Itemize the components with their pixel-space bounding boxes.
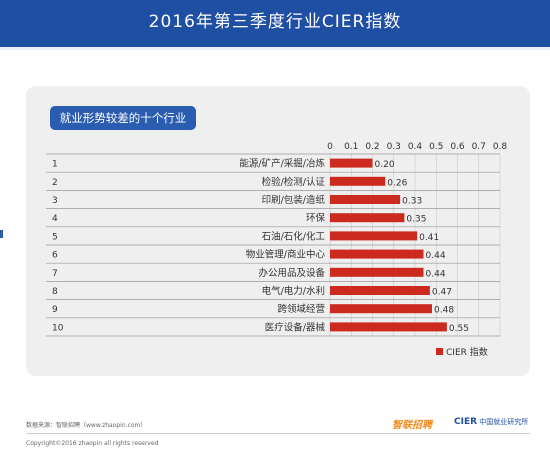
page-title: 2016年第三季度行业CIER指数	[148, 12, 402, 32]
rank-label: 3	[52, 196, 58, 206]
cier-logo-text: 中国就业研究所	[479, 418, 529, 426]
cier-logo-mark: CIER	[454, 417, 478, 427]
rank-label: 4	[52, 214, 58, 224]
rank-label: 5	[52, 232, 58, 242]
edge-marker	[0, 230, 3, 238]
category-label: 医疗设备/器械	[265, 321, 326, 333]
rank-label: 8	[52, 287, 58, 297]
header-bar: 2016年第三季度行业CIER指数	[0, 0, 550, 50]
bar	[330, 176, 386, 186]
x-tick-label: 0.3	[387, 142, 401, 152]
data-source: 数据来源：智联招聘（www.zhaopin.com）	[26, 422, 147, 429]
category-label: 办公用品及设备	[258, 267, 325, 279]
x-tick-label: 0.4	[408, 142, 423, 152]
x-tick-label: 0.8	[493, 142, 508, 152]
copyright: Copyright©2016 zhaopin all rights reserv…	[26, 440, 159, 447]
value-label: 0.41	[419, 233, 439, 243]
category-label: 能源/矿产/采掘/冶炼	[239, 158, 325, 170]
bar	[330, 231, 418, 241]
panel-label: 就业形势较差的十个行业	[50, 106, 196, 130]
x-tick-label: 0.5	[429, 142, 443, 152]
value-label: 0.55	[449, 324, 469, 334]
x-tick-label: 0.6	[450, 142, 465, 152]
rank-label: 10	[52, 323, 64, 333]
bar	[330, 322, 447, 332]
bar	[330, 213, 405, 223]
x-tick-label: 0.7	[472, 142, 486, 152]
x-tick-label: 0	[327, 142, 333, 152]
rank-label: 6	[52, 251, 58, 261]
value-label: 0.47	[432, 288, 452, 298]
category-label: 检验/检测/认证	[262, 176, 326, 188]
value-label: 0.26	[387, 178, 407, 188]
header-stripe	[0, 47, 550, 50]
rank-label: 7	[52, 269, 58, 279]
category-label: 电气/电力/水利	[262, 285, 325, 297]
zhaopin-logo: 智联招聘	[392, 420, 432, 431]
legend-label: CIER 指数	[446, 346, 488, 358]
bar	[330, 158, 373, 168]
bar	[330, 195, 401, 204]
rank-label: 2	[52, 178, 58, 188]
rank-label: 1	[52, 160, 58, 170]
bar	[330, 286, 430, 295]
category-label: 跨领域经营	[277, 303, 325, 315]
x-tick-label: 0.2	[365, 142, 379, 152]
category-label: 石油/石化/化工	[262, 230, 326, 242]
category-label: 印刷/包装/造纸	[262, 194, 326, 206]
category-label: 环保	[306, 212, 326, 224]
value-label: 0.35	[406, 215, 426, 225]
cier-logo: CIER 中国就业研究所	[454, 417, 528, 427]
bar	[330, 304, 432, 314]
value-label: 0.20	[375, 160, 395, 170]
value-label: 0.48	[434, 306, 454, 316]
legend-swatch	[436, 348, 443, 355]
value-label: 0.44	[426, 269, 446, 279]
rank-label: 9	[52, 305, 58, 315]
value-label: 0.33	[402, 197, 422, 207]
category-label: 物业管理/商业中心	[246, 249, 326, 261]
bar	[330, 267, 424, 277]
x-tick-label: 0.1	[344, 142, 358, 152]
bar	[330, 249, 424, 259]
footer-divider	[26, 433, 530, 434]
value-label: 0.44	[426, 251, 446, 261]
